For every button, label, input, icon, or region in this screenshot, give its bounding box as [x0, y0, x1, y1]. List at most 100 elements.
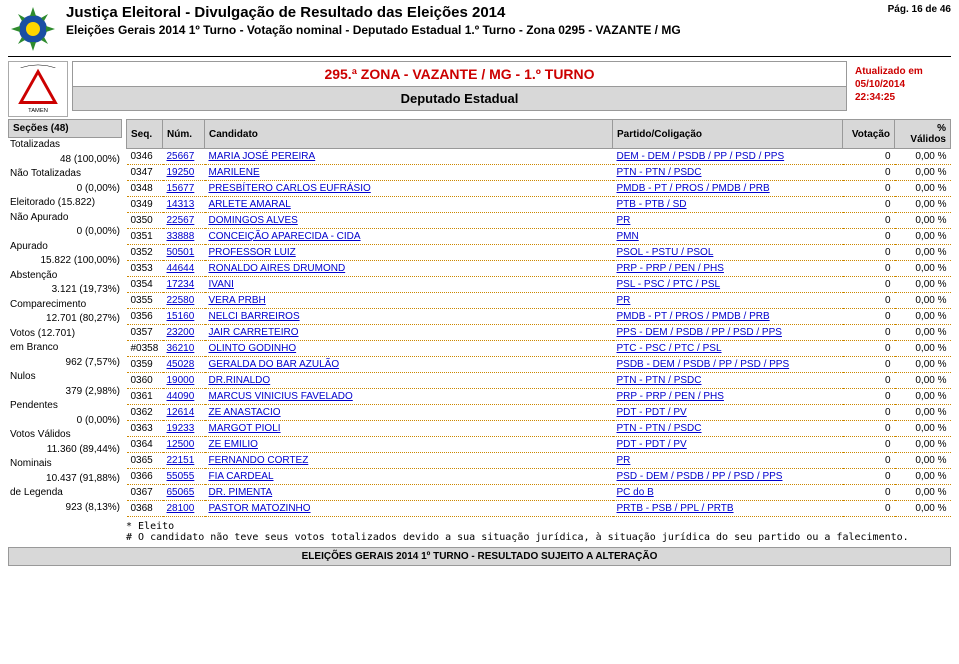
- candidate-num-link[interactable]: 25667: [167, 151, 195, 162]
- candidate-name-link[interactable]: JAIR CARRETEIRO: [209, 327, 299, 338]
- sidebar-item-label: Não Totalizadas: [10, 168, 81, 179]
- candidate-name-link[interactable]: DOMINGOS ALVES: [209, 215, 298, 226]
- cell-seq: 0363: [127, 421, 163, 437]
- cell-candidate: DR.RINALDO: [205, 373, 613, 389]
- candidate-name-link[interactable]: MARGOT PIOLI: [209, 423, 281, 434]
- candidate-num-link[interactable]: 12614: [167, 407, 195, 418]
- sidebar-item-value: 15.822 (100,00%): [10, 255, 120, 268]
- cell-votes: 0: [843, 373, 895, 389]
- party-link[interactable]: PR: [617, 295, 631, 306]
- sidebar-item-label: Abstenção: [10, 270, 57, 281]
- candidate-num-link[interactable]: 45028: [167, 359, 195, 370]
- candidate-num-link[interactable]: 55055: [167, 471, 195, 482]
- candidate-name-link[interactable]: PRESBÍTERO CARLOS EUFRÁSIO: [209, 183, 371, 194]
- party-link[interactable]: PTN - PTN / PSDC: [617, 375, 702, 386]
- cell-votes: 0: [843, 293, 895, 309]
- candidate-num-link[interactable]: 28100: [167, 503, 195, 514]
- candidate-num-link[interactable]: 19000: [167, 375, 195, 386]
- table-row: 036655055FIA CARDEALPSD - DEM / PSDB / P…: [127, 469, 951, 485]
- candidate-num-link[interactable]: 22580: [167, 295, 195, 306]
- party-link[interactable]: PTB - PTB / SD: [617, 199, 687, 210]
- cell-party: PR: [613, 453, 843, 469]
- candidate-name-link[interactable]: DR. PIMENTA: [209, 487, 273, 498]
- cell-percent: 0,00 %: [895, 405, 951, 421]
- sidebar-item: Não Totalizadas: [8, 167, 122, 182]
- cell-candidate: VERA PRBH: [205, 293, 613, 309]
- candidate-name-link[interactable]: ARLETE AMARAL: [209, 199, 291, 210]
- candidate-num-link[interactable]: 33888: [167, 231, 195, 242]
- candidate-num-link[interactable]: 22151: [167, 455, 195, 466]
- candidate-name-link[interactable]: NELCI BARREIROS: [209, 311, 300, 322]
- party-link[interactable]: PSOL - PSTU / PSOL: [617, 247, 714, 258]
- candidate-num-link[interactable]: 14313: [167, 199, 195, 210]
- party-link[interactable]: PC do B: [617, 487, 654, 498]
- sidebar-item: Apurado: [8, 240, 122, 255]
- candidate-name-link[interactable]: IVANI: [209, 279, 234, 290]
- candidate-num-link[interactable]: 19250: [167, 167, 195, 178]
- cell-percent: 0,00 %: [895, 389, 951, 405]
- party-link[interactable]: PRTB - PSB / PPL / PRTB: [617, 503, 734, 514]
- cell-num: 12614: [163, 405, 205, 421]
- party-link[interactable]: PR: [617, 455, 631, 466]
- candidate-num-link[interactable]: 65065: [167, 487, 195, 498]
- candidate-name-link[interactable]: FERNANDO CORTEZ: [209, 455, 309, 466]
- candidate-num-link[interactable]: 22567: [167, 215, 195, 226]
- cell-votes: 0: [843, 309, 895, 325]
- candidate-name-link[interactable]: MARIA JOSÉ PEREIRA: [209, 151, 316, 162]
- party-link[interactable]: PSDB - DEM / PSDB / PP / PSD / PPS: [617, 359, 790, 370]
- party-link[interactable]: PSD - DEM / PSDB / PP / PSD / PPS: [617, 471, 783, 482]
- candidate-num-link[interactable]: 50501: [167, 247, 195, 258]
- data-area: Seq. Núm. Candidato Partido/Coligação Vo…: [126, 119, 951, 543]
- candidate-name-link[interactable]: PROFESSOR LUIZ: [209, 247, 296, 258]
- sidebar-item-value: 0 (0,00%): [10, 183, 120, 196]
- party-link[interactable]: PTN - PTN / PSDC: [617, 423, 702, 434]
- party-link[interactable]: PRP - PRP / PEN / PHS: [617, 391, 724, 402]
- col-party: Partido/Coligação: [613, 120, 843, 149]
- candidate-name-link[interactable]: OLINTO GODINHO: [209, 343, 297, 354]
- cell-seq: 0350: [127, 213, 163, 229]
- candidate-num-link[interactable]: 44644: [167, 263, 195, 274]
- candidate-num-link[interactable]: 19233: [167, 423, 195, 434]
- candidate-name-link[interactable]: RONALDO AIRES DRUMOND: [209, 263, 346, 274]
- candidate-name-link[interactable]: PASTOR MATOZINHO: [209, 503, 311, 514]
- party-link[interactable]: PMDB - PT / PROS / PMDB / PRB: [617, 311, 770, 322]
- party-link[interactable]: PR: [617, 215, 631, 226]
- candidate-name-link[interactable]: GERALDA DO BAR AZULÃO: [209, 359, 340, 370]
- page-container: Justiça Eleitoral - Divulgação de Result…: [0, 0, 959, 570]
- cell-seq: 0367: [127, 485, 163, 501]
- party-link[interactable]: PTN - PTN / PSDC: [617, 167, 702, 178]
- party-link[interactable]: PMDB - PT / PROS / PMDB / PRB: [617, 183, 770, 194]
- candidate-name-link[interactable]: FIA CARDEAL: [209, 471, 274, 482]
- candidate-num-link[interactable]: 12500: [167, 439, 195, 450]
- candidate-num-link[interactable]: 17234: [167, 279, 195, 290]
- candidate-name-link[interactable]: DR.RINALDO: [209, 375, 271, 386]
- candidate-name-link[interactable]: CONCEIÇÃO APARECIDA - CIDA: [209, 231, 361, 242]
- candidate-name-link[interactable]: VERA PRBH: [209, 295, 266, 306]
- page-subtitle: Eleições Gerais 2014 1º Turno - Votação …: [66, 23, 863, 37]
- candidate-num-link[interactable]: 44090: [167, 391, 195, 402]
- candidate-num-link[interactable]: 23200: [167, 327, 195, 338]
- cell-votes: 0: [843, 453, 895, 469]
- candidate-num-link[interactable]: 15160: [167, 311, 195, 322]
- party-link[interactable]: PMN: [617, 231, 639, 242]
- cell-num: 55055: [163, 469, 205, 485]
- cell-party: PR: [613, 293, 843, 309]
- cell-votes: 0: [843, 357, 895, 373]
- party-link[interactable]: PDT - PDT / PV: [617, 439, 687, 450]
- candidate-name-link[interactable]: ZE EMILIO: [209, 439, 258, 450]
- party-link[interactable]: DEM - DEM / PSDB / PP / PSD / PPS: [617, 151, 785, 162]
- party-link[interactable]: PRP - PRP / PEN / PHS: [617, 263, 724, 274]
- updated-box: Atualizado em 05/10/2014 22:34:25: [851, 61, 951, 117]
- party-link[interactable]: PPS - DEM / PSDB / PP / PSD / PPS: [617, 327, 782, 338]
- candidate-name-link[interactable]: ZE ANASTACIO: [209, 407, 281, 418]
- cell-votes: 0: [843, 405, 895, 421]
- candidate-num-link[interactable]: 15677: [167, 183, 195, 194]
- sidebar-item: Pendentes: [8, 399, 122, 414]
- candidate-name-link[interactable]: MARCUS VINICIUS FAVELADO: [209, 391, 353, 402]
- party-link[interactable]: PTC - PSC / PTC / PSL: [617, 343, 722, 354]
- party-link[interactable]: PSL - PSC / PTC / PSL: [617, 279, 721, 290]
- party-link[interactable]: PDT - PDT / PV: [617, 407, 687, 418]
- cell-num: 28100: [163, 501, 205, 517]
- candidate-num-link[interactable]: 36210: [167, 343, 195, 354]
- candidate-name-link[interactable]: MARILENE: [209, 167, 260, 178]
